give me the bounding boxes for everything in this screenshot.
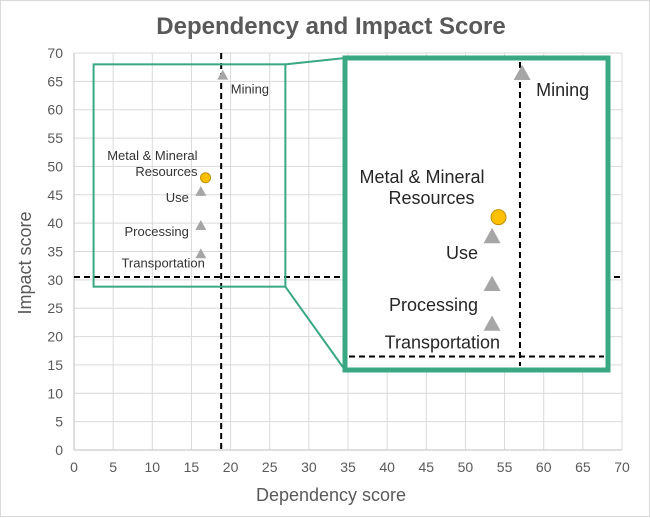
y-tick-label: 45 [47,187,63,203]
x-tick-label: 55 [497,459,513,475]
zoom-point-label-metal-mineral-resources: Metal & Mineral Resources [359,167,484,208]
zoom-inset-content: Mining Metal & Mineral Resources Use Process… [349,62,604,366]
zoom-inset-frame [342,55,611,373]
zoom-connector-top [285,57,346,66]
zoom-point-label-transportation: Transportation [385,333,500,353]
y-tick-label: 35 [47,244,63,260]
y-tick-label: 70 [47,45,63,61]
zoom-source-frame [92,63,287,288]
zoom-point-label-use: Use [446,243,478,263]
point-use [195,186,207,196]
zoom-connector-bottom [284,286,346,371]
x-tick-label: 45 [418,459,434,475]
y-tick-label: 25 [47,300,63,316]
point-label-processing: Processing [125,224,189,239]
y-axis-label: Impact score [15,211,35,314]
point-metal-mineral-resources [200,172,212,184]
y-tick-label: 15 [47,357,63,373]
point-mining [217,69,229,80]
y-tick-label: 55 [47,130,63,146]
y-tick-label: 30 [47,272,63,288]
y-tick-label: 65 [47,73,63,89]
x-tick-label: 10 [144,459,160,475]
x-axis-label: Dependency score [256,485,406,505]
y-tick-label: 10 [47,385,63,401]
x-tick-label: 25 [262,459,278,475]
y-tick-label: 0 [55,442,63,458]
x-tick-label: 65 [575,459,591,475]
zoom-point-label-mining: Mining [536,80,589,100]
point-label-mining: Mining [231,82,269,97]
chart-title: Dependency and Impact Score [156,13,505,40]
y-tick-label: 60 [47,102,63,118]
y-tick-label: 5 [55,414,63,430]
point-processing [195,220,207,230]
x-tick-label: 50 [458,459,474,475]
point-label-metal-mineral-resources: Metal & Mineral Resources [107,148,198,179]
x-tick-label: 35 [340,459,356,475]
x-tick-label: 30 [301,459,317,475]
x-tick-label: 15 [184,459,200,475]
x-tick-label: 60 [536,459,552,475]
zoom-point-transportation [483,315,501,331]
x-tick-label: 5 [109,459,117,475]
x-tick-label: 70 [614,459,630,475]
y-tick-label: 40 [47,215,63,231]
data-points: Mining Metal & Mineral Resources Use Process… [107,69,269,270]
axes: 0 5 10 15 20 25 30 35 40 45 50 55 60 65 70 0 5 10 15 20 25 30… [47,45,630,475]
x-tick-label: 0 [70,459,78,475]
zoom-point-label-processing: Processing [389,295,478,315]
zoom-point-metal-mineral-resources [490,209,507,226]
point-transportation [195,248,207,259]
point-label-use: Use [166,190,189,205]
zoom-point-use [483,227,501,244]
point-label-transportation: Transportation [121,255,204,270]
zoom-point-mining [513,64,531,81]
y-tick-label: 20 [47,329,63,345]
x-tick-label: 40 [379,459,395,475]
y-tick-label: 50 [47,158,63,174]
zoom-point-processing [483,275,501,291]
zoom-frames [92,55,611,373]
x-tick-label: 20 [223,459,239,475]
